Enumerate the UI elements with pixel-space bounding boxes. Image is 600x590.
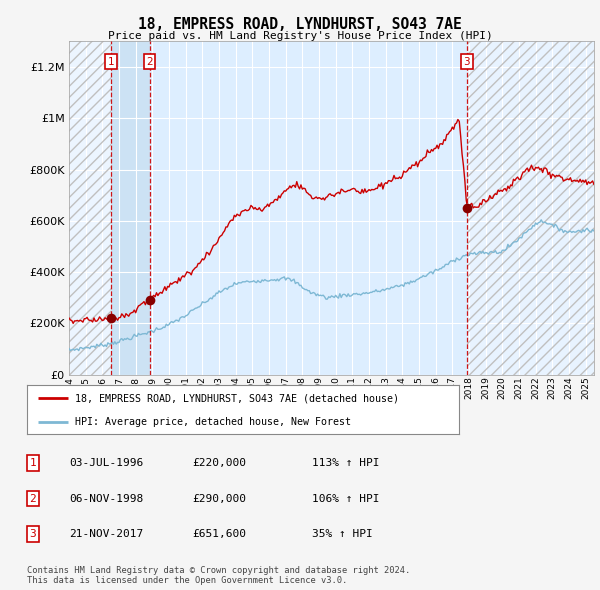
Text: 18, EMPRESS ROAD, LYNDHURST, SO43 7AE: 18, EMPRESS ROAD, LYNDHURST, SO43 7AE: [138, 17, 462, 31]
Text: 113% ↑ HPI: 113% ↑ HPI: [312, 458, 380, 468]
Text: £220,000: £220,000: [192, 458, 246, 468]
Text: 3: 3: [29, 529, 37, 539]
Text: £290,000: £290,000: [192, 494, 246, 503]
Text: 35% ↑ HPI: 35% ↑ HPI: [312, 529, 373, 539]
Text: £651,600: £651,600: [192, 529, 246, 539]
Bar: [467, 41, 594, 375]
Bar: [69, 41, 110, 375]
Text: 18, EMPRESS ROAD, LYNDHURST, SO43 7AE (detached house): 18, EMPRESS ROAD, LYNDHURST, SO43 7AE (d…: [74, 394, 398, 404]
Text: 2: 2: [146, 57, 153, 67]
Text: 1: 1: [107, 57, 114, 67]
Text: 03-JUL-1996: 03-JUL-1996: [69, 458, 143, 468]
Text: 06-NOV-1998: 06-NOV-1998: [69, 494, 143, 503]
Bar: [110, 41, 149, 375]
Text: Price paid vs. HM Land Registry's House Price Index (HPI): Price paid vs. HM Land Registry's House …: [107, 31, 493, 41]
Text: 21-NOV-2017: 21-NOV-2017: [69, 529, 143, 539]
Text: HPI: Average price, detached house, New Forest: HPI: Average price, detached house, New …: [74, 417, 350, 427]
Text: 106% ↑ HPI: 106% ↑ HPI: [312, 494, 380, 503]
Text: 1: 1: [29, 458, 37, 468]
Text: Contains HM Land Registry data © Crown copyright and database right 2024.
This d: Contains HM Land Registry data © Crown c…: [27, 566, 410, 585]
Text: 3: 3: [464, 57, 470, 67]
Text: 2: 2: [29, 494, 37, 503]
